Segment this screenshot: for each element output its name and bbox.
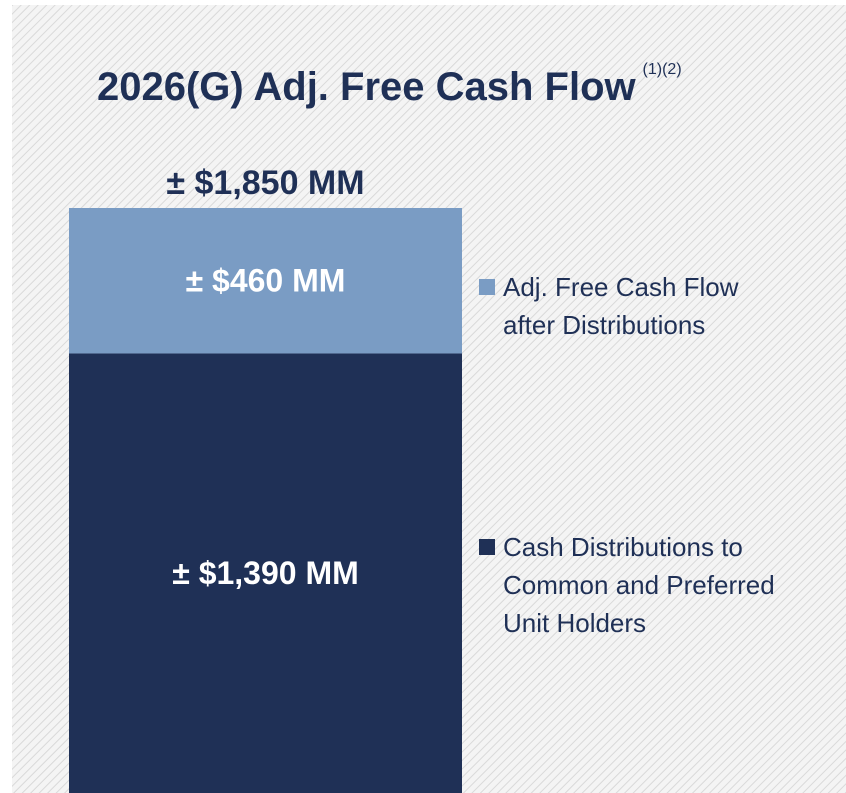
title-superscript: (1)(2): [643, 61, 682, 78]
value-label: ± $460 MM: [186, 263, 346, 299]
bar-segment: [69, 208, 462, 354]
chart-title: 2026(G) Adj. Free Cash Flow: [97, 65, 637, 109]
legend-label: Adj. Free Cash Flow after Distributions: [503, 272, 739, 340]
total-label: ± $1,850 MM: [166, 164, 364, 202]
legend-swatch: [479, 279, 495, 295]
bar-segment: [69, 353, 462, 793]
value-label: ± $1,390 MM: [172, 555, 359, 591]
legend-label: Cash Distributions to Common and Preferr…: [503, 532, 775, 638]
legend-swatch: [479, 539, 495, 555]
